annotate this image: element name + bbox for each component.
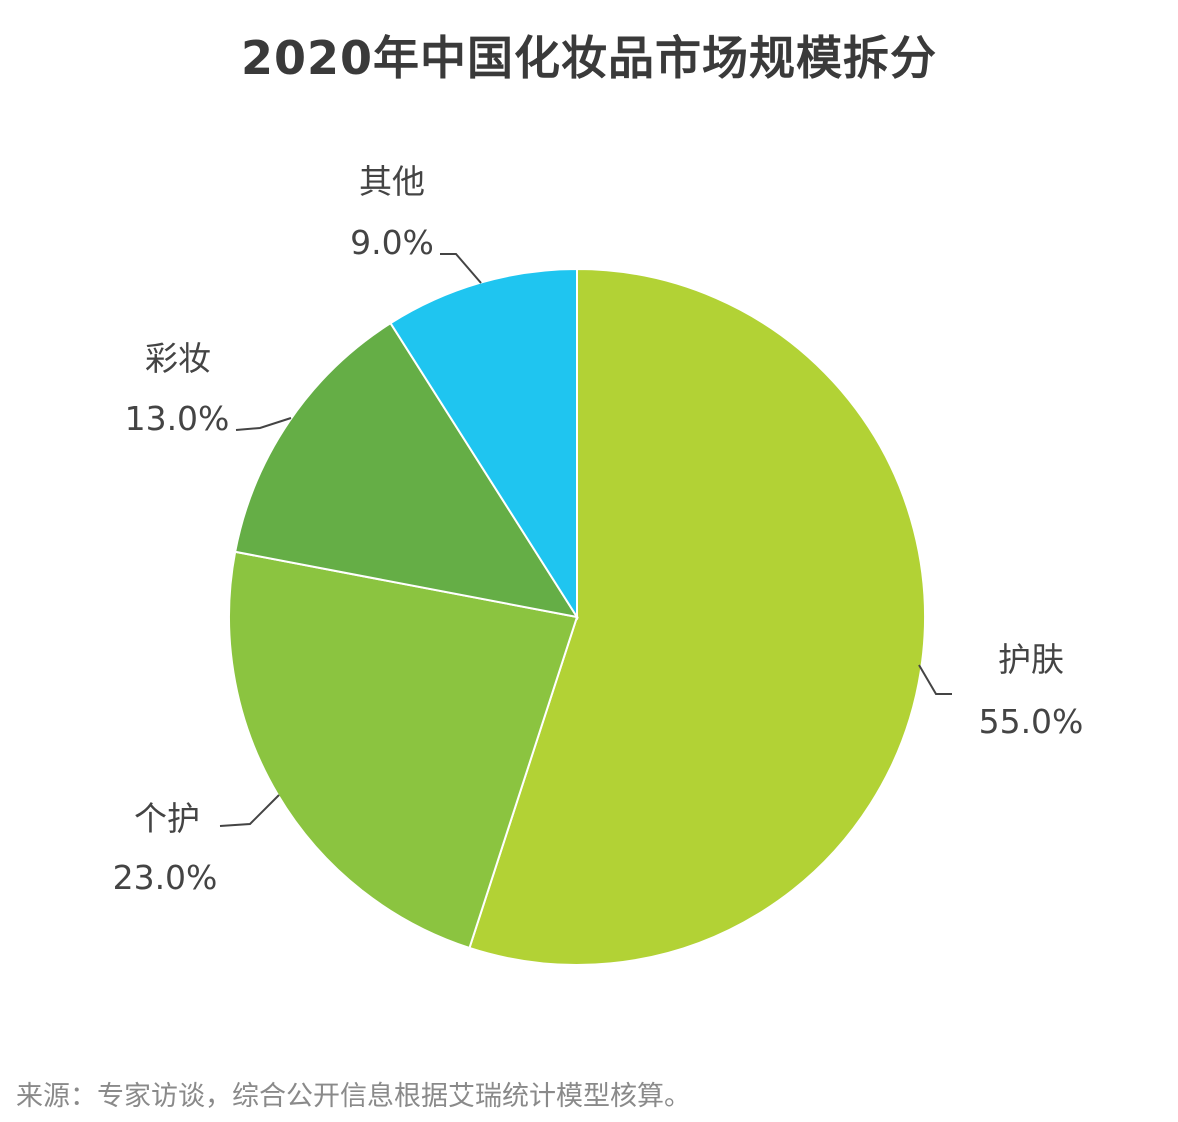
chart-title: 2020年中国化妆品市场规模拆分 — [240, 31, 938, 85]
slice-name-label: 其他 — [359, 162, 425, 201]
slice-percent-label: 23.0% — [113, 858, 218, 897]
slice-percent-label: 13.0% — [125, 399, 230, 438]
slice-name-label: 彩妆 — [145, 339, 211, 378]
slice-percent-label: 55.0% — [979, 702, 1084, 741]
leader-line — [918, 664, 952, 695]
pie-slice-2 — [228, 550, 579, 950]
source-note: 来源：专家访谈，综合公开信息根据艾瑞统计模型核算。 — [16, 1081, 691, 1112]
pie-slice-3 — [233, 321, 580, 619]
pie-slices — [228, 267, 926, 966]
slice-name-label: 个护 — [134, 799, 200, 838]
slice-name-label: 护肤 — [998, 640, 1064, 679]
slice-percent-label: 9.0% — [350, 223, 434, 262]
leader-line — [219, 794, 280, 827]
leader-line — [235, 417, 292, 431]
pie-slice-1 — [468, 267, 926, 966]
pie-labels: 护肤 55.0% 个护 23.0% 彩妆 13.0% 其他 9.0% — [113, 162, 1084, 897]
leader-line — [440, 253, 482, 284]
